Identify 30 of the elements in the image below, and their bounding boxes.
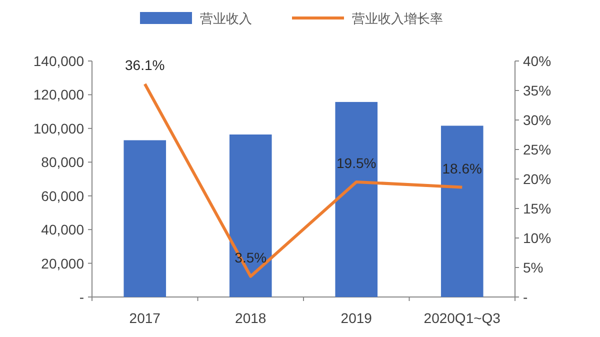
y2-tick-label: - xyxy=(523,289,528,305)
x-tick-label: 2018 xyxy=(235,310,266,326)
x-tick-label: 2020Q1~Q3 xyxy=(424,310,501,326)
y-tick-label: 140,000 xyxy=(33,53,84,69)
legend-label: 营业收入增长率 xyxy=(352,11,443,26)
x-tick-label: 2017 xyxy=(129,310,161,326)
y2-tick-label: 5% xyxy=(523,260,544,276)
data-label: 19.5% xyxy=(336,154,376,171)
y-tick-label: 80,000 xyxy=(41,154,84,170)
x-tick-label: 2019 xyxy=(340,310,372,326)
y-tick-label: 20,000 xyxy=(41,255,84,272)
y-tick-label: - xyxy=(79,289,84,305)
y-tick-label: 100,000 xyxy=(33,120,84,136)
bar xyxy=(229,134,272,297)
data-label: 18.6% xyxy=(442,160,482,176)
y2-tick-label: 20% xyxy=(523,171,552,187)
y-tick-label: 40,000 xyxy=(41,222,84,238)
y2-tick-label: 35% xyxy=(523,82,552,98)
legend-label: 营业收入 xyxy=(200,11,252,26)
bar xyxy=(335,102,378,297)
y2-tick-label: 40% xyxy=(523,53,552,69)
bar xyxy=(440,126,484,297)
bar xyxy=(124,140,166,297)
y-tick-label: 120,000 xyxy=(33,86,84,103)
y-tick-label: 60,000 xyxy=(41,188,84,204)
y2-tick-label: 30% xyxy=(523,112,552,128)
y2-tick-label: 10% xyxy=(523,230,552,246)
y2-tick-label: 15% xyxy=(523,200,552,216)
y2-tick-label: 25% xyxy=(523,142,552,158)
data-label: 36.1% xyxy=(125,57,165,74)
